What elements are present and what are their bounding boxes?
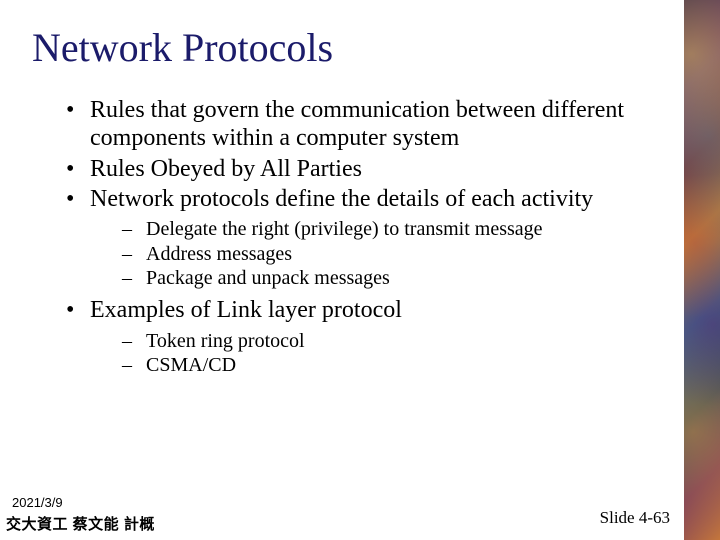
sub-bullet-text: Address messages xyxy=(146,243,292,265)
bullet-item: Rules that govern the communication betw… xyxy=(60,96,660,153)
bullet-item: Network protocols define the details of … xyxy=(60,185,660,290)
sub-bullet-text: Package and unpack messages xyxy=(146,267,390,289)
bullet-text: Network protocols define the details of … xyxy=(90,186,593,212)
bullet-item: Examples of Link layer protocol Token ri… xyxy=(60,296,660,377)
slide-number: Slide 4-63 xyxy=(600,508,670,528)
bullet-text: Rules Obeyed by All Parties xyxy=(90,156,362,182)
sub-bullet-item: Token ring protocol xyxy=(90,329,660,353)
footer-author: 交大資工 蔡文能 計概 xyxy=(6,513,155,534)
bullet-item: Rules Obeyed by All Parties xyxy=(60,155,660,183)
sub-bullet-list: Token ring protocol CSMA/CD xyxy=(90,329,660,378)
bullet-text: Examples of Link layer protocol xyxy=(90,297,402,323)
bullet-list: Rules that govern the communication betw… xyxy=(60,96,660,378)
sub-bullet-item: Package and unpack messages xyxy=(90,266,660,290)
sub-bullet-item: Delegate the right (privilege) to transm… xyxy=(90,217,660,241)
slide: Network Protocols Rules that govern the … xyxy=(0,0,720,540)
sub-bullet-list: Delegate the right (privilege) to transm… xyxy=(90,217,660,290)
slide-content: Rules that govern the communication betw… xyxy=(60,96,660,384)
sub-bullet-text: Token ring protocol xyxy=(146,330,305,352)
bullet-text: Rules that govern the communication betw… xyxy=(90,97,624,151)
slide-title: Network Protocols xyxy=(32,24,333,71)
sub-bullet-item: CSMA/CD xyxy=(90,353,660,377)
sub-bullet-item: Address messages xyxy=(90,242,660,266)
sub-bullet-text: CSMA/CD xyxy=(146,354,236,376)
sub-bullet-text: Delegate the right (privilege) to transm… xyxy=(146,218,543,240)
decorative-side-strip xyxy=(684,0,720,540)
footer-date: 2021/3/9 xyxy=(12,495,63,510)
